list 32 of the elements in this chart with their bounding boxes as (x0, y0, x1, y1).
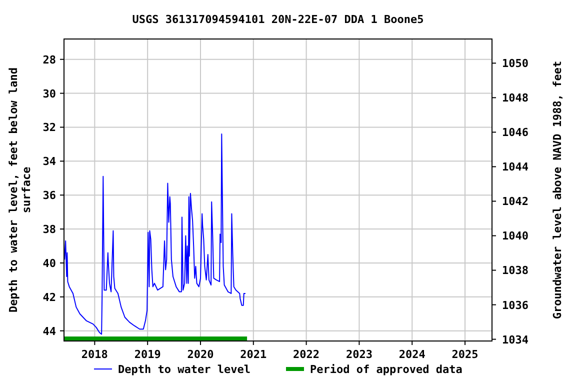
y-tick-label: 28 (42, 53, 56, 66)
y-tick-label: 30 (42, 87, 56, 100)
y-tick-label: 40 (42, 256, 56, 270)
y2-tick-label: 1042 (502, 195, 528, 208)
y2-tick-label: 1048 (502, 92, 528, 105)
y2-tick-label: 1044 (502, 160, 529, 174)
x-tick-label: 2025 (452, 348, 478, 361)
y-tick-label: 42 (42, 290, 56, 304)
x-tick-label: 2023 (346, 348, 372, 361)
y-tick-label: 38 (42, 223, 56, 236)
chart-title: USGS 361317094594101 20N-22E-07 DDA 1 Boone5 (132, 13, 424, 26)
line-series (64, 134, 246, 335)
x-tick-label: 2020 (187, 348, 214, 361)
x-tick-label: 2018 (81, 348, 108, 361)
x-tick-label: 2022 (293, 348, 320, 361)
y-tick-label: 34 (42, 155, 56, 168)
x-tick-label: 2019 (134, 348, 161, 361)
y2-tick-label: 1034 (502, 333, 529, 346)
y-tick-label: 44 (42, 324, 56, 338)
legend-label: Depth to water level (118, 363, 250, 376)
y2-tick-label: 1050 (502, 57, 528, 70)
y2-tick-label: 1036 (502, 298, 529, 312)
y-axis-title: Depth to water level, feet below land surface (7, 67, 33, 313)
y2-tick-label: 1040 (502, 230, 528, 243)
x-tick-label: 2021 (240, 348, 268, 361)
y2-tick-label: 1038 (502, 264, 528, 278)
y2-axis-title: Groundwater level above NAVD 1988, feet (551, 60, 564, 320)
y-tick-label: 32 (42, 121, 56, 134)
x-tick-label: 2024 (398, 348, 426, 361)
y2-tick-label: 1046 (502, 126, 529, 140)
legend-label: Period of approved data (310, 363, 462, 376)
y-tick-label: 36 (42, 189, 56, 202)
